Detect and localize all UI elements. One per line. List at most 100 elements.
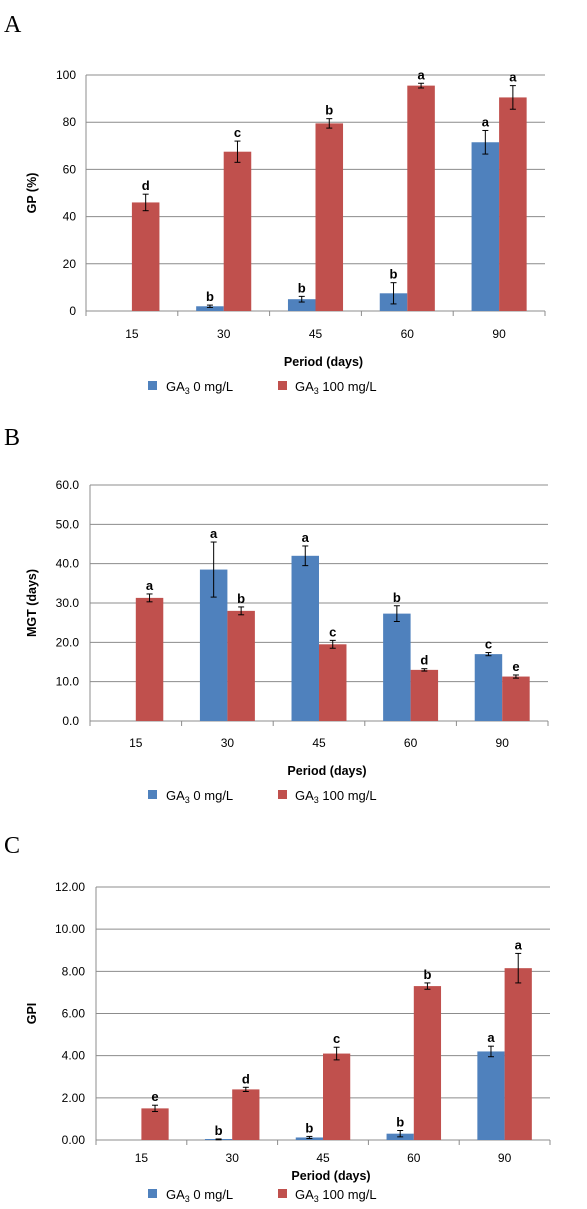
bar-series-2 [223, 151, 252, 311]
bar-series-2 [504, 968, 532, 1140]
legend-entry: GA3 0 mg/L [166, 379, 233, 396]
panel-letter: B [4, 425, 20, 451]
bar-series-2 [319, 644, 347, 721]
chart-panel-b: B 0.0 10.0 20.0 30.0 40.0 50.0 60.0 15 a 30 a b 45 a c 6… [4, 425, 549, 805]
x-tick-label: 45 [316, 1151, 330, 1165]
significance-label: a [146, 578, 154, 593]
x-tick-label: 30 [221, 736, 235, 750]
significance-label: a [509, 70, 517, 85]
significance-label: d [142, 178, 150, 193]
bar-series-2 [227, 610, 255, 721]
significance-label: c [234, 125, 241, 140]
y-tick-label: 10.0 [56, 675, 80, 689]
significance-label: b [423, 967, 431, 982]
bar-series-2 [135, 597, 164, 721]
significance-label: a [210, 526, 218, 541]
significance-label: e [151, 1089, 158, 1104]
y-tick-label: 0.00 [62, 1133, 86, 1147]
bar-series-2 [141, 1108, 169, 1140]
bar-series-2 [315, 123, 344, 311]
legend: GA3 0 mg/L GA3 100 mg/L [148, 379, 377, 396]
legend-entry: GA3 0 mg/L [166, 1187, 233, 1204]
significance-label: a [482, 114, 490, 129]
x-tick-label: 60 [407, 1151, 421, 1165]
legend-swatch [278, 381, 287, 390]
legend-entry: GA3 0 mg/L [166, 788, 233, 805]
significance-label: b [215, 1123, 223, 1138]
y-tick-label: 60 [63, 162, 77, 176]
significance-label: b [298, 280, 306, 295]
bar-series-1 [471, 142, 500, 311]
y-tick-label: 30.0 [56, 596, 80, 610]
bar-series-2 [410, 669, 439, 721]
y-tick-label: 40 [63, 210, 77, 224]
y-tick-label: 4.00 [62, 1049, 86, 1063]
x-tick-label: 30 [217, 327, 231, 341]
bar-series-2 [131, 202, 160, 311]
significance-label: b [237, 591, 245, 606]
significance-label: c [329, 624, 336, 639]
bar-series-1 [477, 1051, 505, 1140]
x-axis-title: Period (days) [287, 764, 366, 778]
significance-label: b [305, 1120, 313, 1135]
x-tick-label: 45 [312, 736, 326, 750]
bar-series-2 [413, 986, 442, 1140]
y-tick-label: 0.0 [62, 714, 79, 728]
bar-series-1 [383, 613, 411, 721]
significance-label: a [487, 1030, 495, 1045]
significance-label: a [302, 530, 310, 545]
x-tick-label: 90 [498, 1151, 512, 1165]
legend-swatch [278, 1189, 287, 1198]
x-axis-title: Period (days) [291, 1169, 370, 1183]
significance-label: b [325, 103, 333, 118]
legend: GA3 0 mg/L GA3 100 mg/L [148, 1187, 377, 1204]
x-tick-label: 90 [496, 736, 510, 750]
significance-label: a [515, 937, 523, 952]
bar-series-2 [407, 85, 435, 312]
chart-panel-c: C0.002.004.006.008.0010.0012.0015e30bd45… [4, 833, 551, 1204]
y-tick-label: 20 [63, 257, 77, 271]
x-tick-label: 30 [226, 1151, 240, 1165]
significance-label: d [420, 653, 428, 668]
y-tick-label: 50.0 [56, 517, 80, 531]
significance-label: b [396, 1115, 404, 1130]
y-tick-label: 40.0 [56, 557, 80, 571]
legend-entry: GA3 100 mg/L [295, 788, 377, 805]
y-tick-label: 10.00 [55, 922, 85, 936]
x-tick-label: 15 [125, 327, 139, 341]
significance-label: c [485, 637, 492, 652]
x-axis-title: Period (days) [284, 355, 363, 369]
panel-letter: A [4, 12, 22, 38]
x-tick-label: 15 [135, 1151, 149, 1165]
significance-label: a [417, 67, 425, 82]
significance-label: b [390, 267, 398, 282]
y-tick-label: 12.00 [55, 880, 85, 894]
legend-swatch [148, 790, 157, 799]
chart-panel-a: A 0 20 40 60 80 100 15 d 30 b c 45 b b 60 b a 90 a a Period (… [4, 12, 546, 396]
y-tick-label: 80 [63, 115, 77, 129]
y-tick-label: 100 [56, 68, 76, 82]
x-tick-label: 15 [129, 736, 143, 750]
significance-label: c [333, 1031, 340, 1046]
x-tick-label: 45 [309, 327, 323, 341]
y-tick-label: 6.00 [62, 1007, 86, 1021]
significance-label: d [242, 1071, 250, 1086]
panel-letter: C [4, 833, 20, 859]
significance-label: b [206, 289, 214, 304]
significance-label: e [512, 659, 519, 674]
bar-series-1 [474, 654, 503, 721]
bar-series-2 [499, 97, 527, 311]
bar-series-1 [291, 555, 319, 721]
legend-entry: GA3 100 mg/L [295, 379, 377, 396]
significance-label: b [393, 590, 401, 605]
bar-series-1 [287, 299, 316, 311]
x-tick-label: 60 [401, 327, 415, 341]
bar-series-1 [196, 306, 224, 311]
x-tick-label: 60 [404, 736, 418, 750]
legend-swatch [148, 1189, 157, 1198]
legend-swatch [148, 381, 157, 390]
y-axis-title: GP (%) [25, 173, 39, 214]
legend: GA3 0 mg/L GA3 100 mg/L [148, 788, 377, 805]
y-tick-label: 20.0 [56, 635, 80, 649]
